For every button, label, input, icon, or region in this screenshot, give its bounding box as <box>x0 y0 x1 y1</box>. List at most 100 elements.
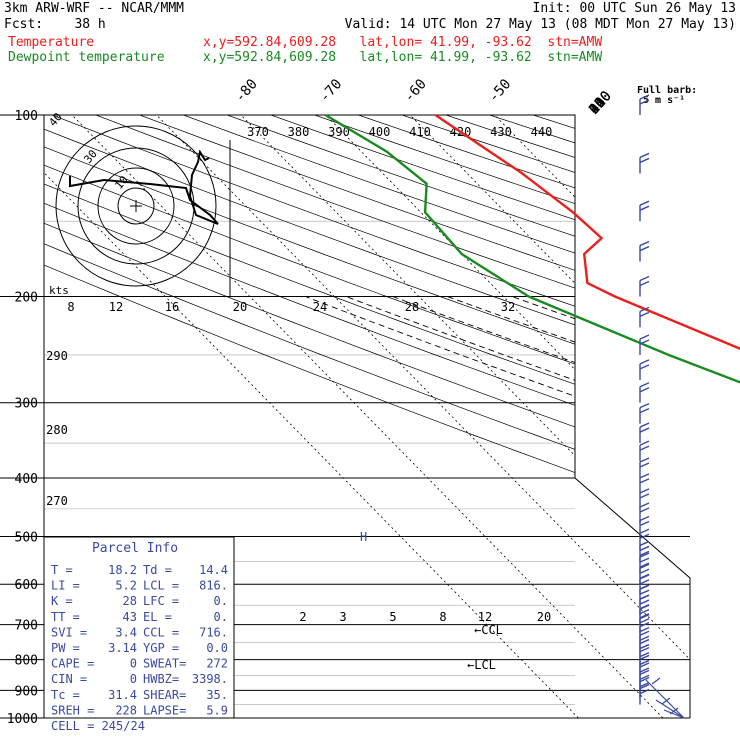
hodograph-speed-tick: 28 <box>405 300 419 314</box>
wind-barb-flag <box>639 275 650 282</box>
dry-adiabat <box>44 115 690 718</box>
wind-barb-flag <box>639 245 650 252</box>
wind-barb-flag <box>639 520 650 527</box>
temperature-label: -60 <box>401 76 430 106</box>
wind-barb-flag <box>639 674 650 681</box>
parcel-key: T = <box>51 563 73 577</box>
wind-barb-flag <box>639 502 650 508</box>
surface-wind-barbs <box>645 677 685 719</box>
parcel-value: 816. <box>199 579 228 593</box>
moist-adiabat <box>392 296 690 718</box>
wind-key-line2: 5 m s⁻¹ <box>643 95 685 106</box>
wind-barb-flag <box>639 528 650 534</box>
moist-adiabat <box>589 296 690 718</box>
wind-barb-staff <box>645 679 685 719</box>
parcel-value: 272 <box>206 657 228 671</box>
dry-adiabat <box>44 115 690 718</box>
wind-barb-flag <box>639 667 650 673</box>
dry-adiabat <box>620 115 690 718</box>
wind-barb <box>639 382 650 403</box>
pressure-label-900: 900 <box>15 684 38 699</box>
wind-barb <box>639 457 650 479</box>
wind-barb <box>639 403 650 424</box>
parcel-key: K = <box>51 594 73 608</box>
valid-time: Valid: 14 UTC Mon 27 May 13 (08 MDT Mon … <box>344 17 736 32</box>
wind-barb-flag <box>639 427 650 433</box>
mixing-ratio-label: 3 <box>339 610 346 624</box>
parcel-value: 228 <box>115 703 137 717</box>
theta-label: 440 <box>531 125 553 139</box>
wind-barb-flag <box>639 440 650 446</box>
wind-barb <box>639 422 650 444</box>
wind-barb-flag <box>639 599 650 605</box>
moist-adiabat <box>305 296 690 718</box>
wind-barb-flag <box>661 697 671 705</box>
parcel-key: SWEAT= <box>143 657 186 671</box>
wind-barb <box>639 94 650 115</box>
wind-barb-flag <box>639 584 650 590</box>
wind-barb-flag <box>639 557 650 563</box>
wind-barb-flag <box>639 403 650 409</box>
hodograph-speed-tick: 32 <box>501 300 515 314</box>
wind-barb <box>639 528 650 550</box>
parcel-key: SREH = <box>51 703 94 717</box>
dry-adiabat <box>401 115 690 718</box>
wind-barb-flag <box>639 533 650 539</box>
pressure-label-800: 800 <box>15 654 38 669</box>
wind-barb-flag <box>639 613 650 620</box>
wind-barb-flag <box>639 635 650 641</box>
pressure-label-300: 300 <box>15 397 38 412</box>
wind-barb <box>639 683 650 705</box>
isotherm <box>156 115 690 718</box>
parcel-value: 35. <box>206 688 228 702</box>
dry-adiabat <box>489 115 690 718</box>
parcel-value: 3.14 <box>108 641 137 655</box>
wind-barb-flag <box>639 157 650 164</box>
parcel-key: TT = <box>51 610 80 624</box>
pressure-label-200: 200 <box>15 291 38 306</box>
forecast-hour: Fcst: 38 h <box>4 17 106 32</box>
wind-barb-flag <box>639 643 650 650</box>
wind-barb <box>639 200 650 222</box>
parcel-value: 0 <box>130 672 137 686</box>
hodograph-ring-label: 40 <box>46 110 64 129</box>
h-marker: H <box>360 530 367 544</box>
dewpoint-location: x,y=592.84,609.28 lat,lon= 41.99, -93.62… <box>203 50 603 65</box>
ccl-marker: ←CCL <box>474 623 503 637</box>
parcel-key: CAPE = <box>51 657 94 671</box>
wind-barbs: Full barb:5 m s⁻¹ <box>637 85 697 719</box>
wind-barb-flag <box>639 457 650 463</box>
parcel-value: 31.4 <box>108 688 137 702</box>
mixing-ratio-label: 12 <box>478 610 492 624</box>
hodograph-speed-tick: 8 <box>67 300 74 314</box>
parcel-key: LAPSE= <box>143 703 186 717</box>
mixing-ratio-label: 5 <box>389 610 396 624</box>
wind-barb-flag <box>639 574 650 580</box>
wind-barb-flag <box>639 359 650 365</box>
init-time: Init: 00 UTC Sun 26 May 13 <box>532 1 737 16</box>
wind-barb-flag <box>639 99 650 105</box>
wind-barb <box>639 275 650 297</box>
wind-barb-flag <box>639 473 650 479</box>
wind-barb-flag <box>639 382 650 388</box>
wind-barb <box>639 306 650 328</box>
wind-barb-flag <box>639 205 650 211</box>
wind-barb-flag <box>639 493 650 499</box>
dry-adiabat <box>44 115 690 718</box>
dry-adiabat <box>270 115 690 718</box>
wind-barb-flag <box>639 488 650 494</box>
moist-adiabat <box>447 296 690 718</box>
sounding-profiles: H ←CCL ←LCL <box>324 113 740 672</box>
isotherm <box>44 115 579 718</box>
parcel-value: 5.9 <box>206 703 228 717</box>
parcel-key: HWBZ= <box>143 672 179 686</box>
wind-barb-flag <box>639 94 650 100</box>
theta-label: 280 <box>46 423 68 437</box>
wind-barb-flag <box>639 552 650 558</box>
wind-barb-flag <box>639 478 650 484</box>
parcel-key: YGP = <box>143 641 179 655</box>
hodograph-speed-tick: 16 <box>165 300 179 314</box>
parcel-key: LCL = <box>143 579 179 593</box>
wind-barb-flag <box>639 662 650 668</box>
